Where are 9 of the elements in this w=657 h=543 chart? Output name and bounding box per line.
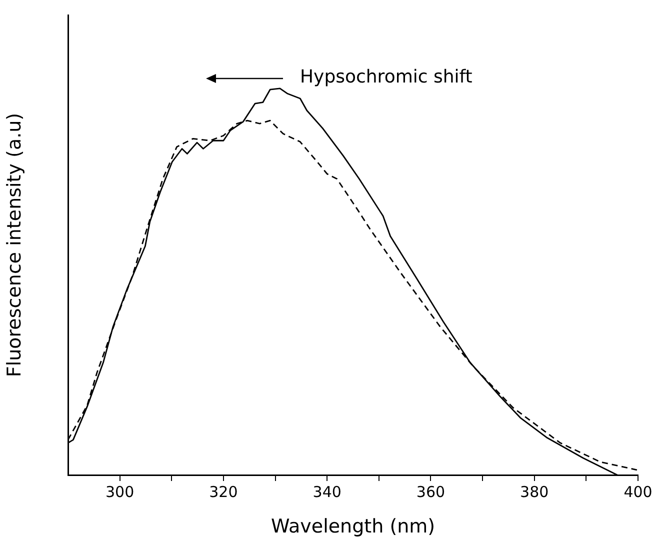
x-tick-label: 360 [416,482,446,501]
x-tick-label: 380 [520,482,549,501]
y-axis-title: Fluorescence intensity (a.u) [3,112,26,378]
x-tick-label: 320 [209,482,238,501]
x-tick-label: 400 [624,482,652,501]
x-tick-label: 300 [106,482,134,501]
x-tick-label: 340 [312,482,342,501]
text: Hypsochromic shift [300,66,472,88]
x-axis-title: Wavelength (nm) [270,516,436,538]
